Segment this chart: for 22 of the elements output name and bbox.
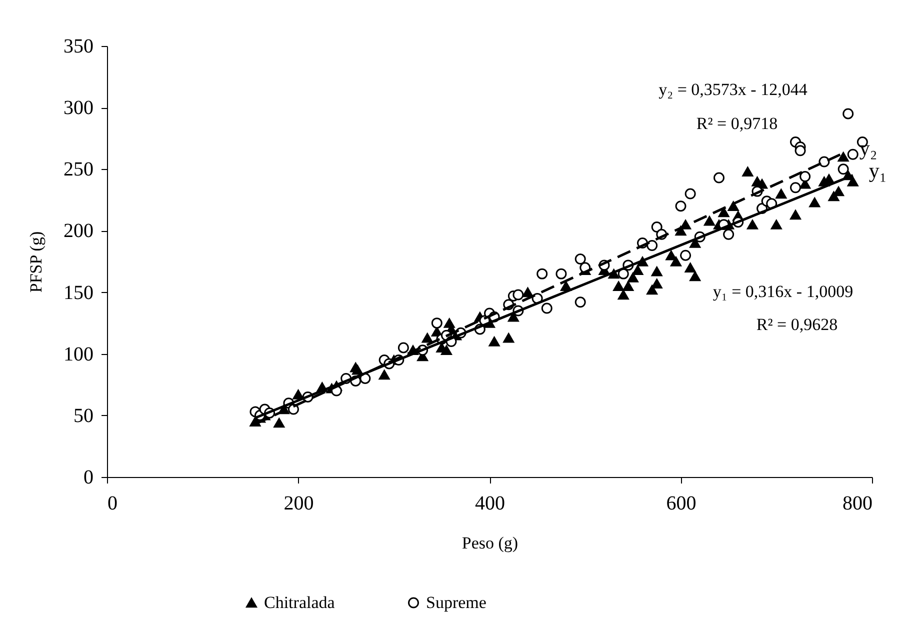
annotation: y₂ = 0,3573x - 12,044 <box>658 80 808 99</box>
annotation: R² = 0,9628 <box>756 315 838 334</box>
y-tick-label: 200 <box>64 220 94 242</box>
x-tick-label: 600 <box>666 492 696 514</box>
legend-label: Chitralada <box>264 592 336 612</box>
annotation: R² = 0,9718 <box>696 114 778 133</box>
y-tick-label: 150 <box>64 282 94 304</box>
y-tick-label: 0 <box>84 466 94 488</box>
y-tick-label: 50 <box>74 404 94 427</box>
y-tick-label: 100 <box>64 343 94 366</box>
x-tick-label: 0 <box>108 492 118 514</box>
y-tick-label: 300 <box>64 97 94 120</box>
y-tick-label: 250 <box>64 158 94 181</box>
legend-label: Supreme <box>426 592 486 612</box>
x-axis-title: Peso (g) <box>462 534 518 552</box>
y-axis-title: PFSP (g) <box>26 231 46 293</box>
y-tick-label: 350 <box>64 36 94 58</box>
x-tick-label: 400 <box>475 492 505 514</box>
annotation: y₁ = 0,316x - 1,0009 <box>712 282 854 301</box>
series-label: y₁ <box>868 158 887 182</box>
x-tick-label: 800 <box>842 492 872 514</box>
x-tick-label: 200 <box>284 492 314 514</box>
